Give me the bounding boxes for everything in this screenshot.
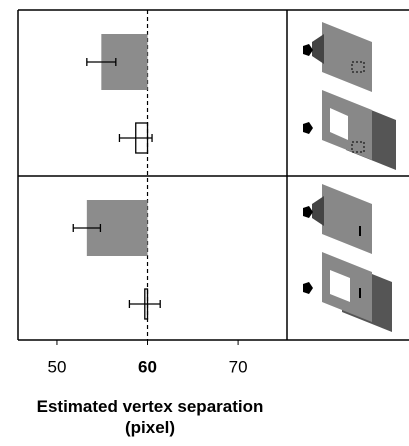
x-axis-label: Estimated vertex separation(pixel) xyxy=(37,397,264,437)
chart: Estimated vertex separation(pixel) 50 60 7… xyxy=(0,0,409,441)
illustration xyxy=(303,22,396,332)
x-tick-label: 60 xyxy=(138,357,157,376)
x-tick-label: 70 xyxy=(229,357,248,376)
x-tick-label: 50 xyxy=(47,357,66,376)
